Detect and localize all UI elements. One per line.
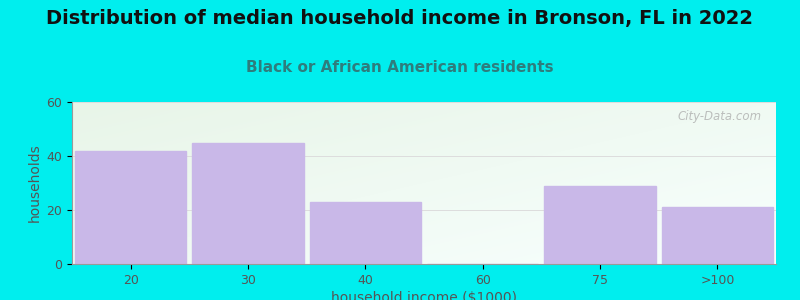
- Bar: [544, 186, 656, 264]
- Y-axis label: households: households: [28, 144, 42, 222]
- Text: Black or African American residents: Black or African American residents: [246, 60, 554, 75]
- Bar: [75, 151, 186, 264]
- Bar: [192, 142, 304, 264]
- X-axis label: household income ($1000): household income ($1000): [331, 291, 517, 300]
- Bar: [662, 207, 773, 264]
- Text: City-Data.com: City-Data.com: [678, 110, 762, 123]
- Bar: [310, 202, 421, 264]
- Text: Distribution of median household income in Bronson, FL in 2022: Distribution of median household income …: [46, 9, 754, 28]
